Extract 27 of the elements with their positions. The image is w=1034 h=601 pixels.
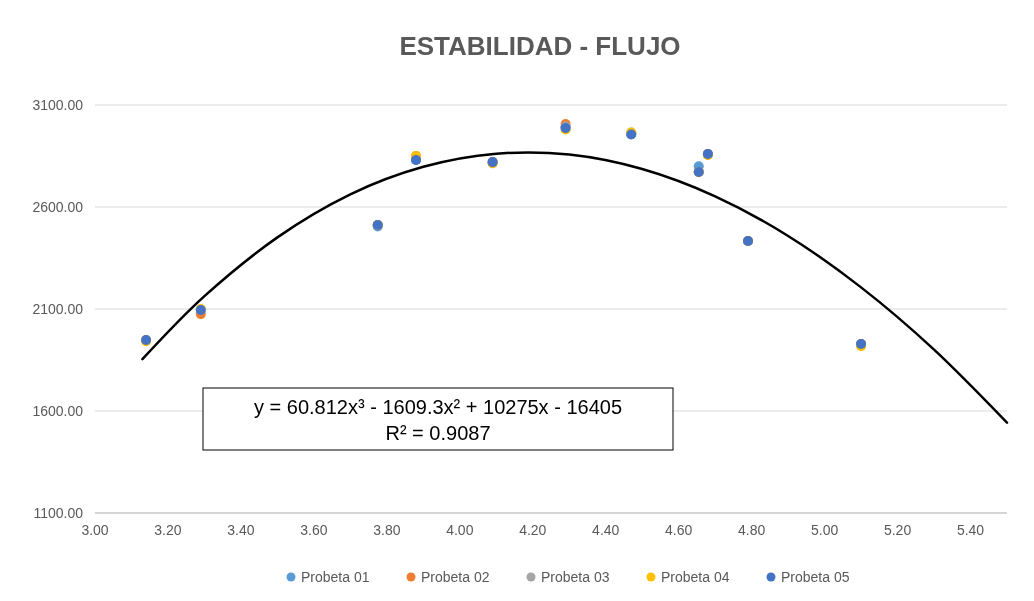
equation-box: y = 60.812x³ - 1609.3x² + 10275x - 16405 R² = 0.9087 (202, 387, 674, 451)
x-tick-label: 3.80 (373, 522, 401, 538)
annotation: R² = 0.9087 (385, 422, 491, 444)
x-tick-label: 4.60 (665, 522, 693, 538)
y-tick-label: 2100.00 (32, 300, 84, 317)
y-tick-label: 1100.00 (33, 504, 84, 521)
legend-label: Probeta 03 (541, 568, 610, 585)
x-tick-label: 4.40 (592, 522, 620, 538)
y-tick-label: 1600.00 (32, 402, 84, 419)
x-tick-label: 5.00 (810, 522, 839, 538)
x-tick-label: 3.20 (154, 522, 182, 538)
x-tick-label: 5.40 (956, 522, 985, 538)
y-tick-label: 3100.00 (32, 96, 84, 113)
x-tick-label: 4.00 (446, 522, 474, 538)
x-tick-label: 4.20 (519, 522, 547, 538)
legend-label: Probeta 01 (301, 568, 370, 585)
legend-label: Probeta 04 (661, 568, 730, 585)
chart-title: ESTABILIDAD - FLUJO (399, 31, 681, 61)
legend-label: Probeta 05 (781, 568, 850, 585)
x-tick-label: 5.20 (883, 522, 912, 538)
x-tick-label: 3.60 (300, 522, 328, 538)
x-tick-label: 3.00 (81, 522, 109, 538)
annotation: y = 60.812x³ - 1609.3x² + 10275x - 16405 (253, 396, 623, 418)
x-tick-label: 4.80 (738, 522, 766, 538)
legend-label: Probeta 02 (421, 568, 490, 585)
y-tick-label: 2600.00 (32, 198, 84, 215)
x-tick-label: 3.40 (227, 522, 255, 538)
